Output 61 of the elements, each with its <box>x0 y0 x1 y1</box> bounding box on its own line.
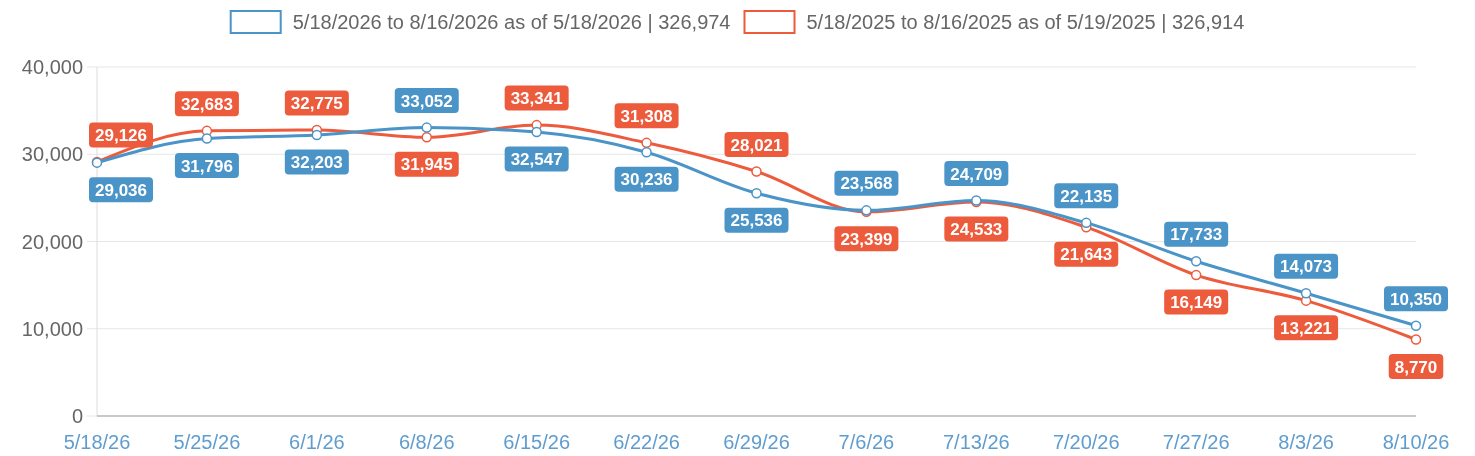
y-tick-label: 10,000 <box>21 317 83 340</box>
data-label: 17,733 <box>1170 225 1223 245</box>
point <box>751 187 762 199</box>
y-tick-label: 20,000 <box>21 230 83 253</box>
data-label: 13,221 <box>1280 318 1333 338</box>
data-label: 33,341 <box>510 89 563 109</box>
point <box>201 133 213 144</box>
data-label: 24,533 <box>950 220 1003 240</box>
data-label: 23,399 <box>840 229 893 249</box>
point <box>311 129 323 141</box>
x-tick-label: 5/18/26 <box>63 431 131 453</box>
point <box>421 122 432 133</box>
data-label: 31,796 <box>180 156 233 176</box>
data-label: 29,126 <box>95 126 147 145</box>
x-tick-label: 6/22/26 <box>613 431 680 453</box>
x-tick-label: 7/13/26 <box>942 431 1010 453</box>
point <box>641 146 652 158</box>
data-label: 31,308 <box>620 106 673 126</box>
point <box>1410 334 1422 345</box>
y-tick-label: 0 <box>71 405 83 427</box>
x-tick-label: 6/1/26 <box>289 431 345 453</box>
point <box>1190 256 1202 267</box>
x-tick-label: 7/20/26 <box>1052 431 1120 453</box>
data-label: 29,036 <box>95 180 147 200</box>
x-tick-label: 7/27/26 <box>1162 431 1230 453</box>
x-tick-label: 5/25/26 <box>173 431 241 453</box>
x-tick-label: 6/29/26 <box>723 431 790 453</box>
data-label: 32,775 <box>290 94 343 114</box>
x-tick-label: 8/3/26 <box>1278 431 1334 453</box>
point <box>751 166 762 177</box>
legend-label: 5/18/2026 to 8/16/2026 as of 5/18/2026 | 326,974 <box>292 11 731 33</box>
data-label: 25,536 <box>730 211 783 231</box>
x-tick-label: 6/15/26 <box>503 431 571 453</box>
x-tick-label: 8/10/26 <box>1382 431 1450 453</box>
y-tick-label: 40,000 <box>21 56 83 78</box>
point <box>421 132 432 143</box>
legend-label: 5/18/2025 to 8/16/2025 as of 5/19/2025 | 326,914 <box>806 11 1245 33</box>
data-label: 8,770 <box>1394 357 1438 377</box>
point <box>641 137 652 149</box>
data-label: 14,073 <box>1280 257 1333 277</box>
data-label: 32,547 <box>510 150 563 170</box>
x-tick-label: 7/6/26 <box>838 431 895 453</box>
point <box>531 126 542 138</box>
data-label: 30,236 <box>620 170 673 190</box>
point <box>1300 287 1312 299</box>
data-label: 33,052 <box>400 91 453 111</box>
data-label: 28,021 <box>730 135 783 155</box>
data-label: 32,203 <box>290 153 343 173</box>
x-tick-label: 6/8/26 <box>398 431 455 453</box>
data-label: 16,149 <box>1170 293 1223 313</box>
point <box>1190 269 1202 281</box>
y-tick-label: 30,000 <box>21 143 83 166</box>
point <box>1410 320 1422 331</box>
data-label: 22,135 <box>1060 186 1113 206</box>
data-label: 32,683 <box>180 94 233 114</box>
data-label: 23,568 <box>840 174 893 194</box>
data-label: 31,945 <box>400 155 453 175</box>
data-label: 21,643 <box>1060 245 1113 265</box>
point <box>1081 217 1092 229</box>
data-label: 24,709 <box>950 164 1003 184</box>
data-label: 10,350 <box>1390 289 1442 309</box>
